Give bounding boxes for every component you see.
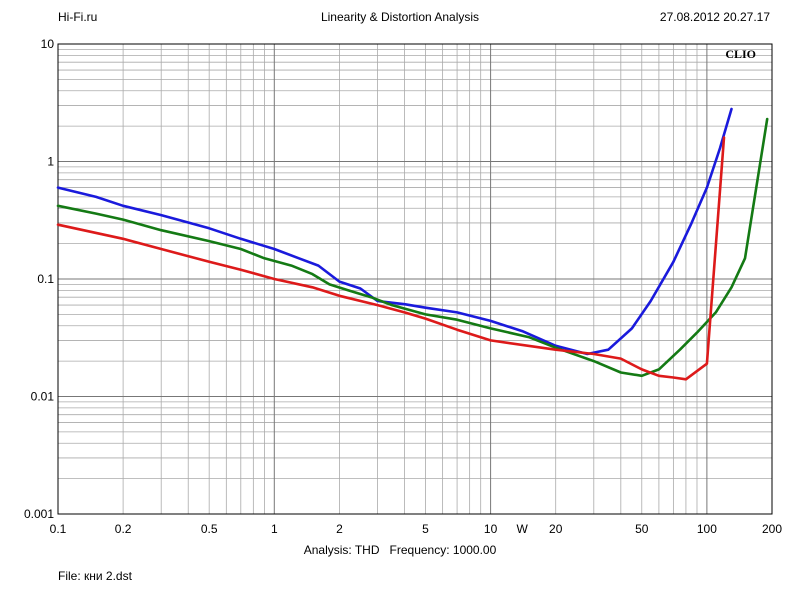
x-tick-label: 10 xyxy=(484,522,498,536)
y-tick-label: 10 xyxy=(41,37,55,51)
x-tick-label: 200 xyxy=(762,522,782,536)
x-tick-labels: 0.1 0.2 0.5 1 2 5 10 20 50 100 200 xyxy=(50,522,783,536)
x-tick-label: 0.1 xyxy=(50,522,67,536)
analysis-line: Analysis: THD Frequency: 1000.00 xyxy=(0,543,800,557)
x-tick-label: 5 xyxy=(422,522,429,536)
header-site: Hi-Fi.ru xyxy=(58,10,98,24)
brand-label: CLIO xyxy=(725,47,756,61)
y-tick-label: 0.1 xyxy=(37,272,54,286)
x-tick-label: 2 xyxy=(336,522,343,536)
header-timestamp: 27.08.2012 20.27.17 xyxy=(659,10,770,24)
y-tick-labels: 10 1 0.1 0.01 0.001 xyxy=(24,37,54,521)
series-line-2 xyxy=(56,117,769,378)
x-tick-label: 0.5 xyxy=(201,522,218,536)
x-tick-label: 1 xyxy=(271,522,278,536)
file-label: File: кни 2.dst xyxy=(58,569,132,583)
y-tick-label: 1 xyxy=(47,155,54,169)
plot-frame xyxy=(57,43,773,515)
series-layer xyxy=(56,107,769,381)
x-unit-label: W xyxy=(517,522,529,536)
series-line-3 xyxy=(56,136,726,381)
analysis-label: Analysis: THD xyxy=(303,543,380,557)
header-title: Linearity & Distortion Analysis xyxy=(320,10,480,24)
series-line-1 xyxy=(56,107,733,356)
y-tick-label: 0.01 xyxy=(31,390,55,404)
x-tick-label: 50 xyxy=(635,522,649,536)
x-tick-label: 20 xyxy=(549,522,563,536)
frequency-label: Frequency: 1000.00 xyxy=(389,543,497,557)
x-tick-label: 100 xyxy=(697,522,717,536)
y-tick-label: 0.001 xyxy=(24,507,54,521)
x-tick-label: 0.2 xyxy=(115,522,132,536)
